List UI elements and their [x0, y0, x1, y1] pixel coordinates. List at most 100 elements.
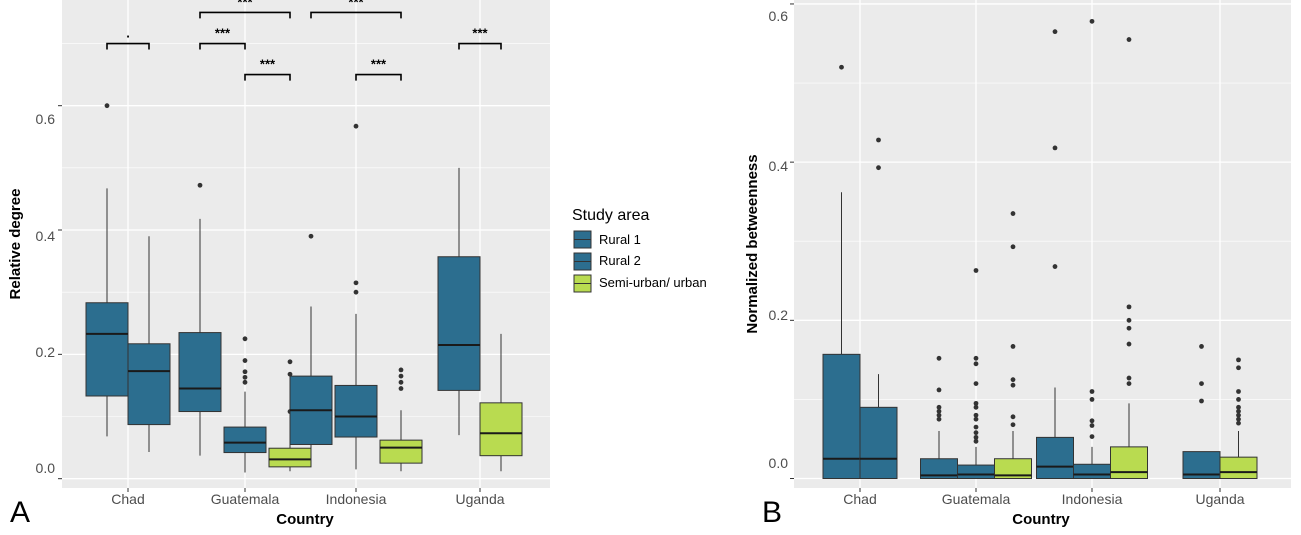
significance-label: . — [126, 26, 130, 41]
outlier-point — [1089, 423, 1095, 428]
outlier-point — [1126, 381, 1132, 386]
outlier-point — [197, 182, 203, 188]
outlier-point — [1089, 434, 1095, 439]
panel-b-y-ticks: 0.0 0.2 0.4 0.6 — [769, 8, 789, 471]
outlier-point — [1010, 211, 1016, 216]
panel-b-letter: B — [762, 496, 782, 529]
outlier-point — [1010, 422, 1016, 428]
outlier-point — [1126, 325, 1132, 331]
outlier-point — [973, 424, 979, 430]
significance-bracket: *** — [310, 0, 402, 19]
legend-label-semi-urban: Semi-urban/ urban — [599, 275, 707, 290]
box-guatemala-semi-urban-urban — [994, 211, 1032, 480]
box-body — [268, 447, 312, 468]
outlier-point — [398, 373, 404, 379]
box-body — [957, 464, 995, 480]
box-guatemala-rural-1 — [178, 182, 222, 456]
outlier-point — [1236, 420, 1241, 426]
box-body — [859, 406, 898, 480]
panel-b-background — [794, 0, 1291, 488]
outlier-point — [1052, 264, 1058, 269]
outlier-point — [1199, 381, 1204, 386]
panel-b-y-tick: 0.0 — [769, 455, 789, 471]
bracket-line — [199, 11, 291, 19]
significance-bracket: . — [106, 26, 150, 50]
panel-b: 0.0 0.2 0.4 0.6 Chad Guatemala Indonesia Ug… — [744, 0, 1291, 529]
panel-b-y-tick: 0.6 — [769, 8, 789, 24]
significance-label: *** — [215, 26, 231, 41]
panel-a-y-axis-title: Relative degree — [7, 189, 24, 300]
outlier-point — [398, 367, 404, 373]
box-indonesia-rural-1 — [1036, 29, 1074, 480]
outlier-point — [936, 387, 942, 393]
panel-a: 0.0 0.2 0.4 0.6 Chad Guatemala Indonesia Ug… — [7, 0, 550, 529]
box-guatemala-rural-2 — [957, 268, 995, 480]
box-body — [1036, 436, 1074, 480]
outlier-point — [973, 355, 979, 361]
legend-label-rural-2: Rural 2 — [599, 253, 641, 268]
outlier-point — [242, 336, 248, 342]
panel-a-x-ticks: Chad Guatemala Indonesia Uganda — [58, 105, 505, 507]
box-indonesia-semi-urban-urban — [379, 367, 423, 472]
outlier-point — [1126, 37, 1132, 42]
box-body — [178, 332, 222, 413]
panel-a-y-ticks: 0.0 0.2 0.4 0.6 — [36, 111, 56, 476]
box-uganda-semi-urban-urban — [479, 333, 523, 472]
significance-label: *** — [348, 0, 364, 9]
outlier-point — [936, 408, 942, 414]
box-body — [379, 439, 423, 464]
panel-b-y-axis-title: Normalized betweenness — [744, 154, 761, 333]
x-tick-label: Chad — [111, 491, 144, 507]
outlier-point — [1236, 357, 1241, 363]
box-body — [127, 343, 171, 426]
box-body — [334, 384, 378, 438]
bracket-line — [244, 73, 291, 81]
box-guatemala-rural-1 — [920, 355, 958, 480]
box-indonesia-rural-1 — [289, 233, 333, 462]
x-tick-label: Chad — [843, 491, 876, 507]
outlier-point — [353, 123, 359, 129]
outlier-point — [973, 404, 979, 410]
outlier-point — [398, 379, 404, 385]
significance-label: *** — [371, 57, 387, 72]
outlier-point — [1126, 317, 1132, 323]
outlier-point — [1010, 244, 1016, 250]
outlier-point — [1010, 414, 1016, 420]
outlier-point — [936, 404, 942, 410]
panel-a-y-tick: 0.4 — [36, 228, 56, 244]
box-guatemala-rural-2 — [223, 336, 267, 473]
box-chad-rural-1 — [85, 103, 129, 437]
outlier-point — [1052, 29, 1058, 35]
bracket-line — [106, 42, 150, 50]
outlier-point — [1126, 375, 1132, 381]
box-chad-rural-1 — [822, 64, 861, 480]
box-indonesia-semi-urban-urban — [1110, 37, 1148, 480]
box-indonesia-rural-2 — [334, 123, 378, 470]
outlier-point — [1236, 416, 1241, 422]
panel-a-boxes — [85, 103, 523, 473]
panel-b-x-ticks: Chad Guatemala Indonesia Uganda — [790, 3, 1245, 507]
x-tick-label: Guatemala — [942, 491, 1011, 507]
outlier-point — [973, 416, 979, 422]
bracket-line — [355, 73, 402, 81]
significance-label: *** — [237, 0, 253, 9]
box-uganda-semi-urban-urban — [1219, 357, 1258, 480]
outlier-point — [973, 361, 979, 367]
outlier-point — [1010, 377, 1016, 383]
outlier-point — [1010, 344, 1016, 349]
box-uganda-rural-1 — [1182, 344, 1221, 480]
legend-title: Study area — [572, 207, 649, 224]
box-chad-rural-2 — [127, 236, 171, 452]
outlier-point — [1089, 389, 1095, 394]
panel-b-boxes — [822, 18, 1258, 480]
significance-bracket: *** — [458, 26, 502, 50]
box-body — [1073, 463, 1111, 480]
box-chad-rural-2 — [859, 137, 898, 480]
box-body — [479, 402, 523, 457]
box-body — [437, 256, 481, 391]
outlier-point — [973, 268, 979, 273]
x-tick-label: Guatemala — [211, 491, 280, 507]
panel-a-letter: A — [10, 496, 30, 529]
outlier-point — [242, 358, 248, 363]
